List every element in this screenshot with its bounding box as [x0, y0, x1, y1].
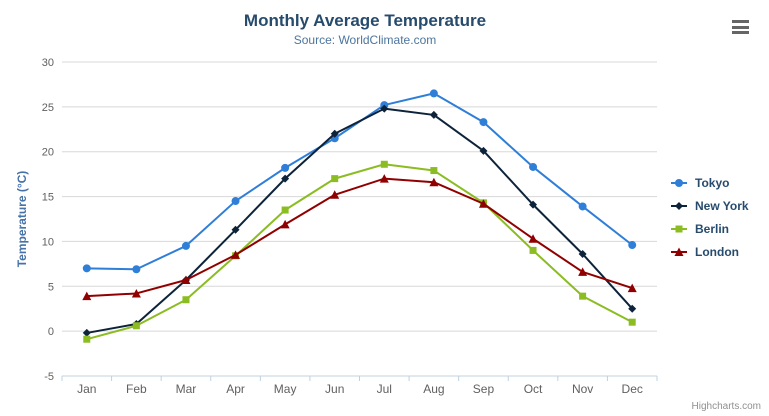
circle-marker-icon — [671, 178, 687, 187]
data-point-tokyo[interactable] — [628, 241, 637, 250]
data-point-berlin[interactable] — [83, 335, 91, 343]
y-axis-label: 30 — [42, 57, 54, 69]
data-point-berlin[interactable] — [628, 318, 636, 326]
data-point-london[interactable] — [181, 275, 191, 285]
data-point-tokyo[interactable] — [132, 265, 141, 274]
legend-item-new-york[interactable]: New York — [670, 194, 749, 217]
data-point-london[interactable] — [528, 234, 538, 243]
y-axis-label: 15 — [42, 192, 54, 204]
x-axis-label: Dec — [622, 382, 643, 396]
data-point-london[interactable] — [330, 190, 340, 199]
data-point-london[interactable] — [429, 177, 439, 187]
data-point-new-york[interactable] — [281, 174, 290, 183]
legend-label: Tokyo — [695, 175, 730, 190]
data-point-berlin[interactable] — [380, 160, 388, 168]
data-point-new-york[interactable] — [82, 328, 91, 337]
data-point-new-york[interactable] — [628, 304, 637, 313]
series-line-tokyo — [85, 92, 634, 271]
y-axis-label: -5 — [44, 371, 54, 383]
x-axis-label: Jan — [77, 382, 96, 396]
data-point-tokyo[interactable] — [479, 118, 488, 127]
x-axis-label: Jun — [325, 382, 344, 396]
data-point-london[interactable] — [627, 283, 637, 293]
data-point-berlin[interactable] — [430, 167, 438, 175]
y-axis-title: Temperature (°C) — [15, 171, 29, 268]
legend-label: New York — [695, 198, 749, 213]
data-point-new-york[interactable] — [330, 129, 339, 138]
square-marker-icon — [671, 225, 687, 232]
data-point-london[interactable] — [231, 250, 241, 259]
data-point-tokyo[interactable] — [578, 202, 587, 211]
y-axis-label: 5 — [48, 281, 54, 293]
highcharts-credit[interactable]: Highcharts.com — [691, 401, 761, 412]
diamond-marker-icon — [671, 201, 687, 210]
data-point-london[interactable] — [280, 219, 290, 229]
data-point-london[interactable] — [478, 199, 488, 208]
series-line-berlin — [85, 163, 634, 341]
y-axis-label: 25 — [42, 102, 54, 114]
legend: Tokyo New York Berlin London — [670, 171, 749, 263]
data-point-berlin[interactable] — [579, 292, 587, 300]
hamburger-icon — [732, 20, 749, 23]
hamburger-icon — [732, 25, 749, 29]
data-point-london[interactable] — [131, 288, 141, 298]
data-point-london[interactable] — [379, 174, 389, 183]
x-axis-label: Mar — [176, 382, 197, 396]
data-point-london[interactable] — [82, 291, 92, 301]
series-line-new-york — [85, 107, 634, 334]
legend-label: Berlin — [695, 221, 730, 236]
x-axis-label: May — [274, 382, 297, 396]
data-point-new-york[interactable] — [380, 104, 389, 113]
data-point-tokyo[interactable] — [429, 89, 438, 98]
series-line-london — [85, 177, 634, 298]
data-point-new-york[interactable] — [529, 200, 538, 209]
hamburger-icon — [732, 31, 749, 34]
data-point-tokyo[interactable] — [231, 197, 240, 206]
x-axis-label: Oct — [524, 382, 543, 396]
triangle-marker-icon — [671, 247, 687, 256]
export-menu-button[interactable] — [732, 20, 750, 34]
data-point-berlin[interactable] — [529, 246, 537, 254]
legend-label: London — [695, 244, 739, 259]
data-point-tokyo[interactable] — [281, 163, 290, 172]
x-axis-label: Nov — [572, 382, 593, 396]
data-point-new-york[interactable] — [231, 225, 240, 234]
data-point-new-york[interactable] — [429, 110, 438, 119]
y-axis-label: 0 — [48, 326, 54, 338]
data-point-berlin[interactable] — [132, 322, 140, 330]
y-axis-label: 20 — [42, 147, 54, 159]
data-point-berlin[interactable] — [182, 296, 190, 304]
legend-item-london[interactable]: London — [670, 240, 749, 263]
x-axis-label: Sep — [473, 382, 495, 396]
chart-title: Monthly Average Temperature — [243, 11, 487, 30]
x-axis-label: Jul — [377, 382, 392, 396]
data-point-berlin[interactable] — [281, 206, 289, 214]
data-point-new-york[interactable] — [578, 249, 587, 258]
data-point-tokyo[interactable] — [82, 264, 91, 273]
x-axis-label: Apr — [226, 382, 245, 396]
x-axis-label: Feb — [126, 382, 147, 396]
data-point-london[interactable] — [578, 267, 588, 276]
chart-subtitle: Source: WorldClimate.com — [293, 33, 437, 47]
y-axis-label: 10 — [42, 236, 54, 248]
legend-item-berlin[interactable]: Berlin — [670, 217, 749, 240]
data-point-tokyo[interactable] — [181, 241, 190, 250]
x-axis-label: Aug — [423, 382, 444, 396]
legend-item-tokyo[interactable]: Tokyo — [670, 171, 749, 194]
data-point-berlin[interactable] — [331, 175, 339, 183]
data-point-tokyo[interactable] — [529, 162, 538, 171]
data-point-new-york[interactable] — [479, 146, 488, 155]
